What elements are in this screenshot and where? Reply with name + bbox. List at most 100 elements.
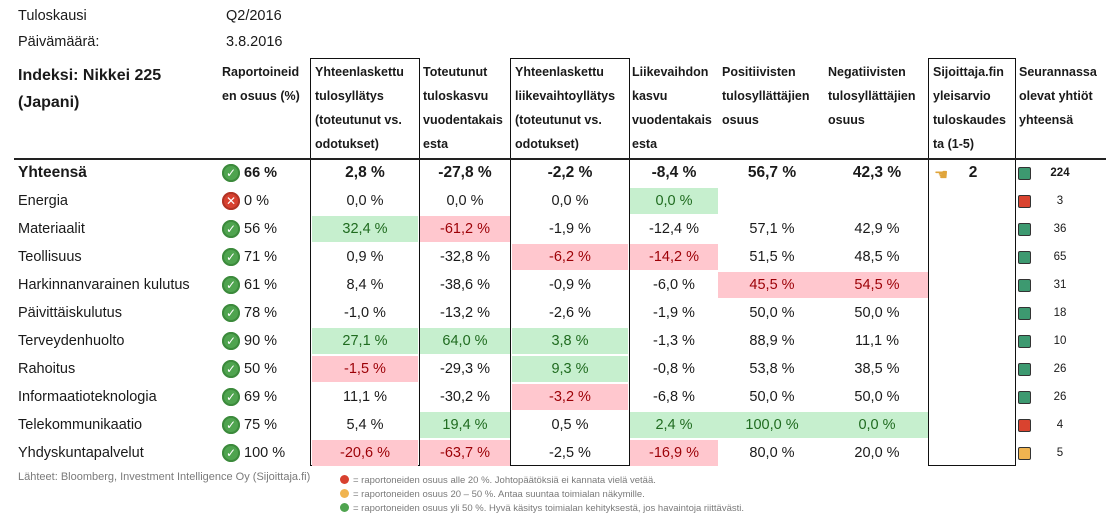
status-square-icon (1018, 363, 1031, 376)
date-row: Päivämäärä: 3.8.2016 (18, 34, 282, 50)
cell-eps-surprise: 5,4 % (346, 417, 384, 433)
check-icon: ✓ (222, 248, 240, 266)
header-count: Seurannassa olevat yhtiöt yhteensä (1019, 65, 1097, 127)
cell-eps-surprise: -1,0 % (344, 305, 386, 321)
company-count: 26 (1053, 391, 1067, 403)
summary-reported: 66 % (244, 165, 278, 181)
summary-positive: 56,7 % (747, 164, 797, 181)
header-rev-surprise: Yhteenlaskettu liikevaihtoyllätys (toteu… (515, 65, 616, 151)
sector-name: Rahoitus (18, 361, 76, 377)
cell-negative: 42,9 % (854, 221, 900, 237)
cell-eps-growth: -63,7 % (420, 440, 510, 466)
status-square-icon (1018, 391, 1031, 404)
cell-rev-surprise: -0,9 % (549, 277, 591, 293)
header-divider (14, 158, 1106, 160)
period-label: Tuloskausi (18, 8, 87, 24)
cell-negative: 48,5 % (854, 249, 900, 265)
check-icon: ✓ (222, 220, 240, 238)
reported-share: 71 % (244, 249, 278, 265)
cell-rev-surprise: -6,2 % (512, 244, 628, 270)
summary-outlook: 2 (968, 164, 978, 181)
cell-eps-growth: -30,2 % (440, 389, 490, 405)
status-dot-icon (340, 475, 349, 484)
cell-positive: 88,9 % (749, 333, 795, 349)
summary-eps-growth: -27,8 % (438, 164, 492, 181)
cell-positive: 50,0 % (749, 305, 795, 321)
cell-rev-growth: -0,8 % (653, 361, 695, 377)
header-eps-growth: Toteutunut tuloskasvu vuodentakais esta (423, 65, 503, 151)
status-square-icon (1018, 167, 1031, 180)
summary-rev-surprise: -2,2 % (547, 164, 593, 181)
sector-name: Energia (18, 193, 68, 209)
cell-negative: 0,0 % (826, 412, 928, 438)
cell-rev-growth: -16,9 % (630, 440, 718, 466)
header-eps-surprise: Yhteenlaskettu tulosyllätys (toteutunut … (315, 65, 404, 151)
sector-name: Terveydenhuolto (18, 333, 125, 349)
sector-name: Päivittäiskulutus (18, 305, 122, 321)
check-icon: ✓ (222, 332, 240, 350)
company-count: 4 (1056, 419, 1064, 431)
cell-negative: 50,0 % (854, 389, 900, 405)
cell-rev-growth: 2,4 % (630, 412, 718, 438)
legend-item: = raportoneiden osuus 20 – 50 %. Antaa s… (340, 488, 645, 501)
sector-name: Telekommunikaatio (18, 417, 143, 433)
cell-negative: 50,0 % (854, 305, 900, 321)
check-icon: ✓ (222, 164, 240, 182)
cell-eps-surprise: 8,4 % (346, 277, 384, 293)
cell-eps-surprise: 27,1 % (312, 328, 418, 354)
cell-eps-growth: 64,0 % (420, 328, 510, 354)
header-negative: Negatiivisten tulosyllättäjien osuus (828, 65, 916, 127)
cell-rev-growth: -6,0 % (653, 277, 695, 293)
check-icon: ✓ (222, 388, 240, 406)
reported-share: 75 % (244, 417, 278, 433)
cell-rev-surprise: -2,5 % (549, 445, 591, 461)
cell-rev-growth: -12,4 % (649, 221, 699, 237)
pointing-hand-icon: ☚ (934, 167, 949, 184)
reported-share: 50 % (244, 361, 278, 377)
cell-positive: 45,5 % (718, 272, 826, 298)
cell-rev-surprise: -2,6 % (549, 305, 591, 321)
check-icon: ✓ (222, 416, 240, 434)
legend-item: = raportoneiden osuus alle 20 %. Johtopä… (340, 474, 656, 487)
company-count: 65 (1053, 251, 1067, 263)
cell-negative (826, 188, 928, 214)
sector-name: Teollisuus (18, 249, 82, 265)
status-square-icon (1018, 223, 1031, 236)
cell-negative: 20,0 % (854, 445, 900, 461)
cross-icon: ✕ (222, 192, 240, 210)
cell-positive: 50,0 % (749, 389, 795, 405)
cell-eps-surprise: 11,1 % (342, 389, 388, 405)
cell-rev-growth: 0,0 % (630, 188, 718, 214)
cell-eps-surprise: -20,6 % (312, 440, 418, 466)
company-count: 36 (1053, 223, 1067, 235)
cell-rev-surprise: -1,9 % (549, 221, 591, 237)
cell-eps-surprise: 0,0 % (346, 193, 384, 209)
check-icon: ✓ (222, 444, 240, 462)
status-square-icon (1018, 335, 1031, 348)
cell-positive: 80,0 % (749, 445, 795, 461)
date-label: Päivämäärä: (18, 34, 100, 50)
cell-positive: 53,8 % (749, 361, 795, 377)
cell-positive: 51,5 % (749, 249, 795, 265)
status-square-icon (1018, 279, 1031, 292)
cell-negative: 38,5 % (854, 361, 900, 377)
cell-rev-growth: -1,9 % (653, 305, 695, 321)
status-dot-icon (340, 503, 349, 512)
date-value: 3.8.2016 (226, 34, 283, 50)
cell-eps-growth: -61,2 % (420, 216, 510, 242)
status-dot-icon (340, 489, 349, 498)
company-count: 10 (1053, 335, 1067, 347)
sector-name: Informaatioteknologia (18, 389, 157, 405)
status-square-icon (1018, 195, 1031, 208)
summary-count: 224 (1050, 167, 1070, 179)
summary-eps-surprise: 2,8 % (345, 164, 385, 181)
reported-share: 69 % (244, 389, 278, 405)
cell-rev-growth: -6,8 % (653, 389, 695, 405)
index-header: Indeksi: Nikkei 225 (Japani) (18, 67, 162, 111)
company-count: 26 (1053, 363, 1067, 375)
cell-eps-surprise: -1,5 % (312, 356, 418, 382)
cell-negative: 11,1 % (854, 333, 900, 349)
legend-text: = raportoneiden osuus alle 20 %. Johtopä… (353, 475, 656, 486)
status-square-icon (1018, 251, 1031, 264)
cell-eps-growth: -29,3 % (440, 361, 490, 377)
